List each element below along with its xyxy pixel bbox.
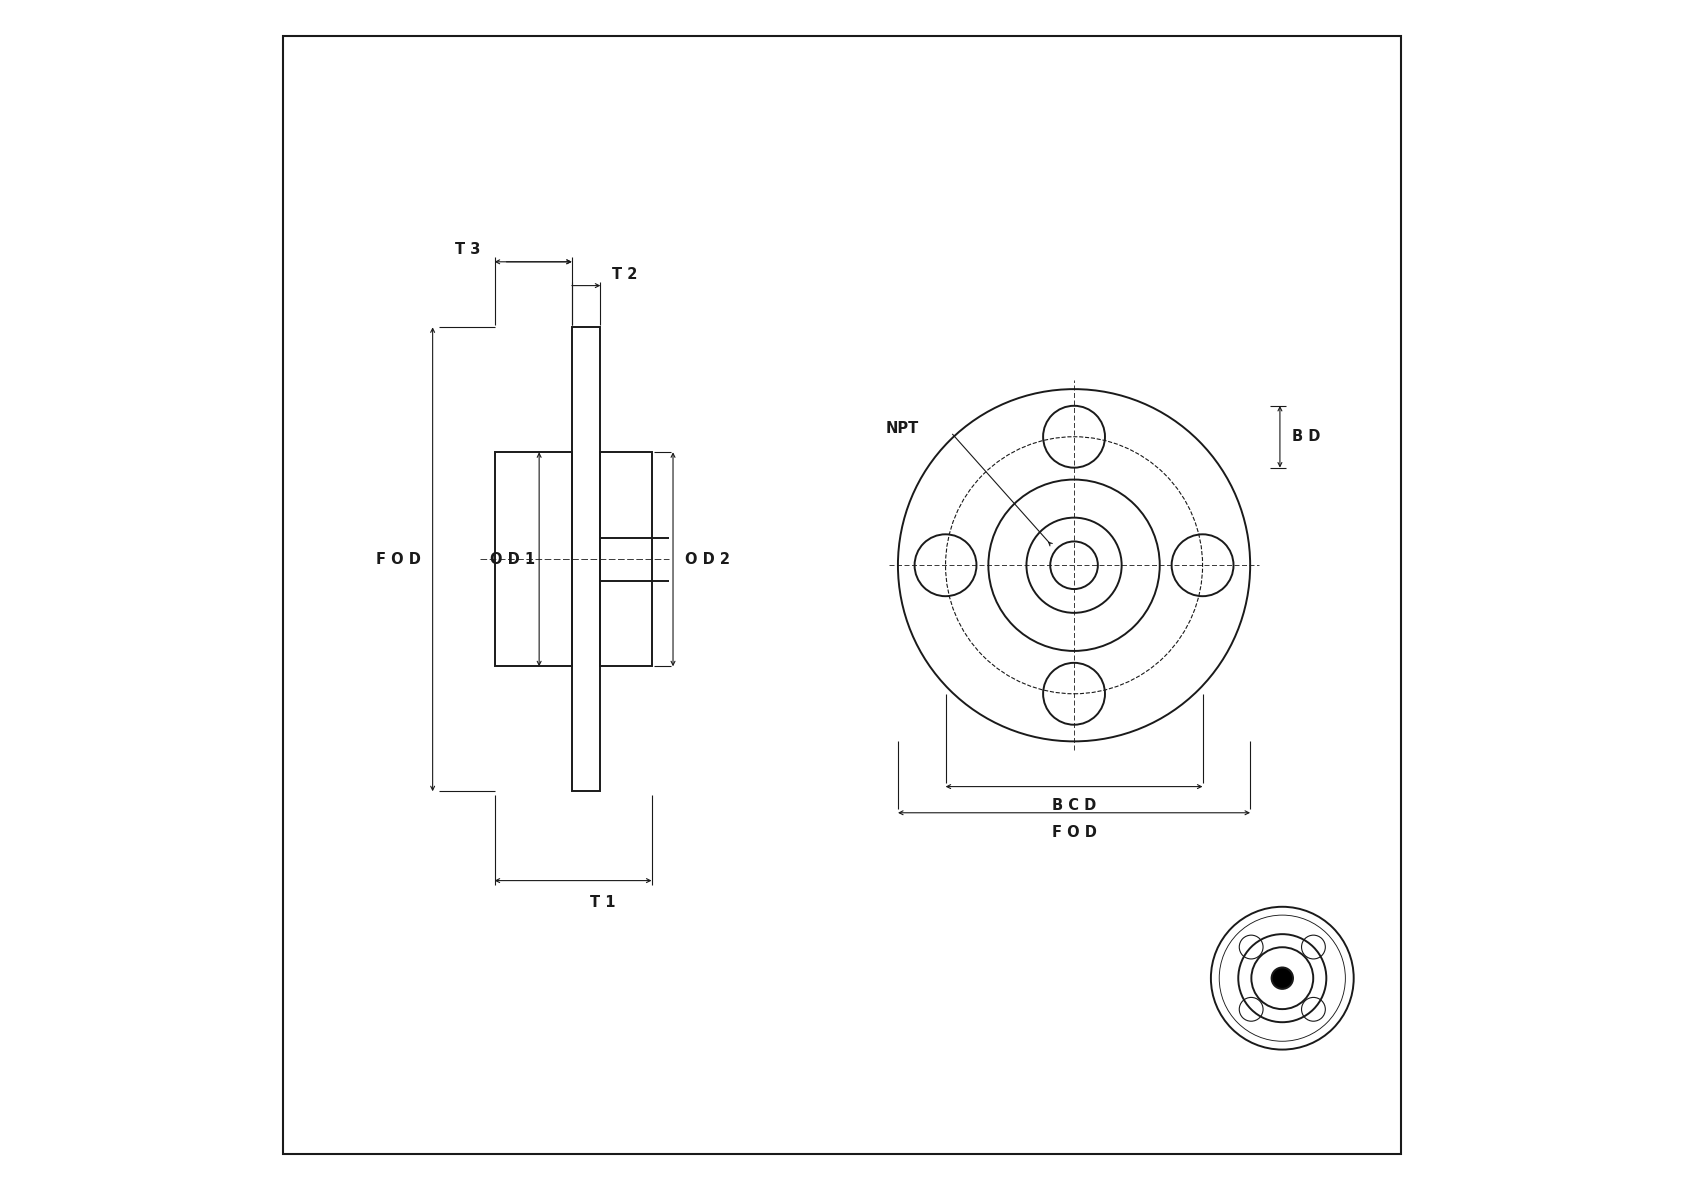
Text: B C D: B C D [1052,798,1096,814]
Circle shape [1271,967,1293,989]
Text: O D 1: O D 1 [490,552,536,566]
Text: B D: B D [1292,430,1320,444]
Text: F O D: F O D [376,552,421,566]
Bar [601,452,652,666]
Text: T 2: T 2 [613,267,638,282]
Text: NPT: NPT [886,421,919,436]
Text: T 3: T 3 [455,242,480,257]
Text: T 1: T 1 [589,895,616,910]
Text: O D 2: O D 2 [685,552,729,566]
Bar [495,452,573,666]
Bar [573,327,601,791]
Text: F O D: F O D [1051,825,1096,840]
